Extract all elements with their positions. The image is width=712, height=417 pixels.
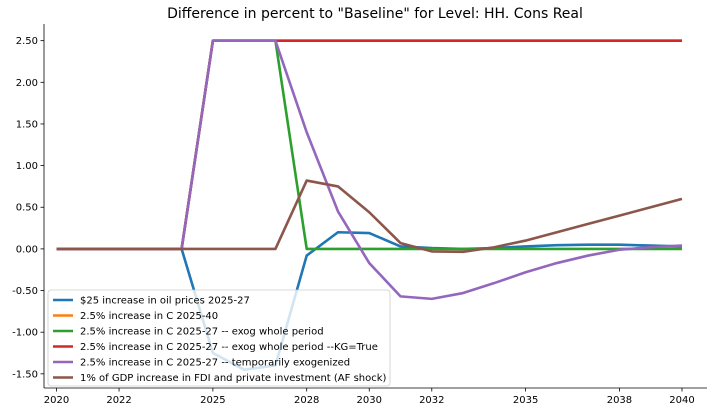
legend-label: 2.5% increase in C 2025-27 -- temporaril… — [80, 358, 350, 369]
y-tick-label: 1.00 — [16, 161, 38, 172]
y-tick-label: 2.00 — [16, 78, 38, 89]
x-tick-label: 2040 — [669, 395, 694, 406]
legend-label: 2.5% increase in C 2025-27 -- exog whole… — [80, 327, 324, 338]
legend-label: $25 increase in oil prices 2025-27 — [80, 296, 250, 307]
series-line-2 — [56, 39, 682, 251]
series-line-4 — [56, 39, 682, 251]
series-line-3 — [56, 39, 682, 251]
legend-label: 2.5% increase in C 2025-27 -- exog whole… — [80, 342, 378, 353]
y-tick-label: 2.50 — [16, 36, 38, 47]
x-tick-label: 2032 — [419, 395, 444, 406]
x-tick-label: 2035 — [513, 395, 538, 406]
axes: 2020 2022 2025 2028 2030 2032 2035 2038 2040 -1.5… — [12, 24, 707, 406]
y-tick-label: -1.00 — [12, 328, 38, 339]
series-line-6 — [56, 179, 683, 254]
x-tick-label: 2038 — [607, 395, 632, 406]
legend: $25 increase in oil prices 2025-27 2.5% i… — [47, 289, 391, 387]
legend-label: 1% of GDP increase in FDI and private in… — [80, 373, 387, 384]
y-tick-label: 0.50 — [16, 203, 38, 214]
x-tick-label: 2020 — [44, 395, 69, 406]
y-tick-label: -1.50 — [12, 369, 38, 380]
x-tick-label: 2028 — [294, 395, 319, 406]
legend-box — [47, 289, 391, 387]
series-line-5 — [56, 39, 683, 301]
x-tick-label: 2022 — [106, 395, 131, 406]
legend-label: 2.5% increase in C 2025-40 — [80, 311, 218, 322]
x-tick-label: 2025 — [200, 395, 225, 406]
chart-title: Difference in percent to "Baseline" for … — [167, 6, 583, 22]
y-tick-label: 0.00 — [16, 244, 38, 255]
series-lines — [56, 39, 683, 371]
y-tick-label: 1.50 — [16, 119, 38, 130]
x-tick-label: 2030 — [357, 395, 382, 406]
y-tick-label: -0.50 — [12, 286, 38, 297]
